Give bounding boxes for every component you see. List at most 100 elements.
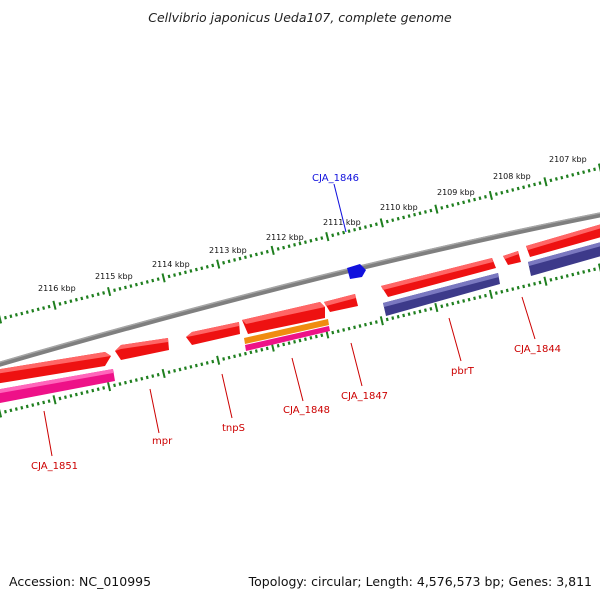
- outer-minor-tick: [151, 278, 155, 283]
- inner-minor-tick: [533, 282, 536, 286]
- inner-major-tick: [488, 289, 493, 299]
- outer-minor-tick: [413, 212, 416, 217]
- outer-minor-tick: [511, 188, 515, 192]
- outer-minor-tick: [205, 265, 209, 269]
- gene-label-cja-1846[interactable]: CJA_1846: [312, 173, 359, 184]
- gene-arrow-cja-1844[interactable]: [503, 251, 521, 265]
- gene-label-cja-1847[interactable]: CJA_1847: [341, 391, 388, 402]
- inner-minor-tick: [320, 333, 324, 338]
- outer-minor-tick: [47, 304, 51, 309]
- inner-minor-tick: [402, 313, 406, 318]
- gene-label-cja-1844[interactable]: CJA_1844: [514, 344, 561, 355]
- outer-tick-scale: [0, 163, 600, 324]
- inner-minor-tick: [505, 288, 509, 293]
- inner-minor-tick: [582, 270, 586, 274]
- inner-minor-tick: [9, 408, 13, 413]
- inner-minor-tick: [200, 362, 204, 367]
- outer-minor-tick: [249, 254, 253, 258]
- gene-arrow-pbrt[interactable]: [381, 258, 496, 297]
- outer-minor-tick: [505, 189, 509, 194]
- gene-label-mpr[interactable]: mpr: [152, 436, 173, 447]
- gene-label-cja-1851[interactable]: CJA_1851: [31, 461, 78, 472]
- inner-minor-tick: [140, 376, 144, 381]
- outer-minor-tick: [385, 219, 389, 224]
- outer-major-tick: [434, 204, 439, 214]
- inner-minor-tick: [211, 359, 215, 364]
- inner-minor-tick: [293, 340, 296, 344]
- outer-minor-tick: [320, 236, 324, 240]
- cds-bar-orange-1848[interactable]: [244, 319, 329, 344]
- outer-minor-tick: [418, 211, 422, 216]
- outer-minor-tick: [304, 240, 307, 244]
- outer-minor-tick: [31, 308, 35, 313]
- accession-text: Accession: NC_010995: [9, 574, 152, 589]
- inner-minor-tick: [500, 289, 504, 294]
- inner-minor-tick: [424, 308, 427, 312]
- inner-minor-tick: [407, 312, 411, 316]
- inner-major-tick: [543, 276, 548, 286]
- inner-minor-tick: [374, 320, 378, 324]
- inner-minor-tick: [484, 293, 487, 298]
- ruler-label-2113: 2113 kbp: [209, 246, 247, 255]
- inner-minor-tick: [369, 321, 373, 326]
- outer-minor-tick: [118, 286, 122, 291]
- inner-minor-tick: [445, 303, 449, 307]
- outer-minor-tick: [374, 222, 378, 227]
- inner-minor-tick: [413, 311, 416, 315]
- gene-arrow-next[interactable]: [526, 223, 600, 257]
- inner-minor-tick: [298, 338, 302, 343]
- gene-arrow-mpr[interactable]: [115, 338, 169, 360]
- outer-minor-tick: [298, 241, 302, 246]
- outer-minor-tick: [424, 210, 427, 214]
- outer-minor-tick: [358, 226, 362, 231]
- outer-minor-tick: [124, 285, 127, 290]
- gene-arrow-cja-1846[interactable]: [347, 264, 366, 279]
- inner-tick-scale: [0, 263, 600, 418]
- gene-arrow-cja-1847[interactable]: [324, 294, 358, 312]
- outer-major-tick: [543, 177, 548, 187]
- ruler-label-2112: 2112 kbp: [266, 233, 304, 242]
- gene-arrow-tnps[interactable]: [186, 322, 240, 345]
- outer-minor-tick: [173, 273, 176, 277]
- outer-minor-tick: [64, 300, 67, 305]
- gene-label-cja-1848[interactable]: CJA_1848: [283, 405, 330, 416]
- cds-bar-pink-1848[interactable]: [245, 326, 330, 351]
- inner-minor-tick: [347, 326, 351, 331]
- inner-minor-tick: [113, 383, 116, 388]
- cds-bar-pink-1851-highlight: [0, 369, 113, 394]
- ruler-label-2108: 2108 kbp: [493, 172, 531, 181]
- outer-minor-tick: [156, 277, 160, 281]
- outer-minor-tick: [80, 296, 84, 301]
- gene-label-pbrt[interactable]: pbrT: [451, 366, 475, 377]
- gene-label-tnps[interactable]: tnpS: [222, 423, 245, 434]
- inner-minor-tick: [494, 291, 498, 295]
- outer-minor-tick: [74, 297, 78, 302]
- gene-arrow-cja-1851[interactable]: [0, 352, 111, 384]
- outer-minor-tick: [347, 229, 351, 233]
- inner-minor-tick: [429, 307, 433, 311]
- inner-minor-tick: [227, 355, 231, 360]
- inner-minor-tick: [364, 322, 367, 327]
- gene-arrow-cja-1848[interactable]: [242, 302, 325, 334]
- outer-minor-tick: [402, 215, 406, 220]
- inner-minor-tick: [358, 324, 362, 328]
- outer-minor-tick: [14, 313, 18, 317]
- outer-minor-tick: [9, 314, 13, 319]
- outer-minor-tick: [467, 199, 471, 203]
- ruler-label-2107: 2107 kbp: [549, 155, 587, 164]
- outer-minor-tick: [211, 263, 215, 268]
- inner-minor-tick: [593, 267, 596, 272]
- outer-minor-tick: [129, 284, 133, 288]
- ruler-label-2110: 2110 kbp: [380, 203, 418, 212]
- outer-minor-tick: [91, 293, 95, 298]
- inner-minor-tick: [276, 343, 280, 348]
- inner-minor-tick: [527, 283, 531, 287]
- outer-minor-tick: [309, 238, 313, 243]
- inner-minor-tick: [74, 392, 78, 397]
- outer-minor-tick: [473, 197, 476, 202]
- outer-minor-tick: [445, 204, 449, 209]
- outer-minor-tick: [560, 175, 564, 180]
- inner-minor-tick: [14, 407, 18, 411]
- inner-minor-tick: [151, 374, 155, 378]
- outer-minor-tick: [293, 243, 296, 247]
